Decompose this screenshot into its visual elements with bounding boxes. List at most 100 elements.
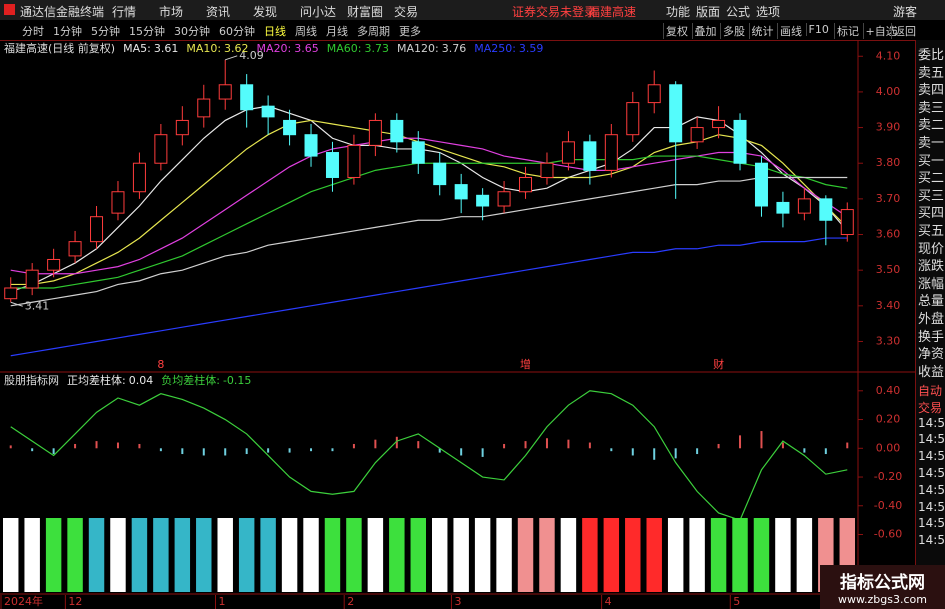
candle-body [218, 84, 232, 100]
x-tick-label: 5 [733, 595, 740, 608]
signal-bar [710, 518, 727, 592]
signal-bar [775, 518, 791, 592]
period-button[interactable]: 分时 [22, 25, 44, 38]
quote-label: 现价 [918, 241, 945, 257]
tool-button[interactable]: 统计 [748, 23, 774, 39]
signal-bar [24, 518, 40, 592]
legend-value: 3.61 [154, 42, 179, 55]
y-tick-label: 3.80 [876, 156, 901, 169]
period-button[interactable]: 更多 [399, 25, 421, 38]
y-tick-label: -0.20 [874, 470, 902, 483]
menu-item[interactable]: 交易 [394, 5, 419, 19]
tool-button[interactable]: 画线 [777, 23, 802, 39]
menu-item[interactable]: 版面 [696, 5, 721, 19]
candle-body [433, 162, 447, 186]
menu-item[interactable]: 行情 [112, 5, 137, 19]
tool-button[interactable]: +自选 [862, 23, 897, 39]
legend-name: 负均差柱体: [161, 373, 220, 387]
tool-button[interactable]: 返回 [891, 23, 916, 39]
legend-name: 正均差柱体: [67, 373, 126, 387]
legend: 福建高速(日线 前复权) MA5: 3.61 MA10: 3.62 MA20: 3.65 MA… [4, 41, 543, 55]
signal-bar [667, 518, 684, 592]
menu-item[interactable]: 公式 [726, 5, 751, 19]
candle-body [261, 105, 275, 118]
signal-bar [517, 518, 534, 592]
period-button[interactable]: 周线 [295, 25, 317, 38]
tool-button[interactable]: 多股 [720, 23, 745, 39]
candle-body [647, 84, 661, 104]
quote-label: 涨跌 [918, 259, 945, 275]
y-tick-label: -0.60 [874, 528, 902, 541]
menu-item[interactable]: 选项 [756, 5, 781, 19]
candle-body [690, 127, 704, 143]
menu-item[interactable]: 功能 [666, 5, 691, 19]
tool-button[interactable]: 标记 [834, 23, 859, 39]
app-title: 通达信金融终端 [20, 5, 105, 19]
quote-label: 买一 [918, 153, 945, 169]
quote-label: 卖三 [918, 100, 945, 116]
event-marker: 8 [157, 358, 164, 371]
quote-label: 买四 [918, 206, 945, 222]
candle-body [368, 119, 382, 146]
period-button[interactable]: 日线 [264, 25, 286, 38]
legend-name: MA20: [257, 42, 292, 55]
period-button[interactable]: 60分钟 [219, 25, 255, 38]
candle-body [583, 141, 597, 171]
legend-name: MA60: [327, 42, 362, 55]
period-button[interactable]: 30分钟 [174, 25, 210, 38]
quote-label: 总量 [918, 294, 945, 310]
quote-label: 买五 [918, 224, 945, 239]
period-button[interactable]: 15分钟 [129, 25, 165, 38]
candle-body [111, 191, 125, 214]
watermark-title: 指标公式网 [840, 573, 925, 593]
chart-title: 股朋指标网 [4, 373, 59, 387]
candle-body [454, 184, 468, 200]
y-tick-label: 3.50 [876, 263, 901, 276]
candle-body [68, 241, 82, 257]
menu-item[interactable]: 发现 [253, 5, 278, 19]
tool-button[interactable]: 叠加 [691, 23, 717, 39]
status-label: 14:56 [918, 449, 945, 464]
period-button[interactable]: 月线 [326, 25, 348, 38]
menu-item[interactable]: 市场 [159, 5, 184, 19]
candle-body [90, 216, 104, 243]
x-tick-label: 12 [68, 595, 82, 608]
candle-body [497, 191, 511, 207]
period-button[interactable]: 5分钟 [91, 25, 120, 38]
signal-bar [196, 518, 212, 592]
legend-value: 3.76 [442, 42, 467, 55]
candle-body [840, 209, 854, 236]
x-tick-label: 4 [605, 595, 612, 608]
tool-button[interactable]: F10 [805, 23, 829, 36]
high-label: 4.09 [239, 49, 264, 62]
event-marker: 增 [520, 357, 531, 371]
status-label: 14:56 [918, 516, 945, 531]
signal-bar [110, 518, 126, 592]
y-tick-label: 4.10 [876, 49, 901, 62]
x-tick-label: 2 [347, 595, 354, 608]
candle-body [411, 141, 425, 164]
tool-button[interactable]: 复权 [663, 23, 688, 39]
indicator-line [10, 390, 848, 521]
period-button[interactable]: 多周期 [357, 25, 390, 38]
candle-body [47, 258, 61, 271]
status-label: 交易 [918, 400, 943, 415]
menu-item[interactable]: 资讯 [206, 5, 231, 19]
menu-item[interactable]: 财富圈 [347, 5, 384, 19]
signal-bar [496, 518, 512, 592]
candle-body [519, 176, 533, 193]
quote-label: 卖四 [918, 83, 945, 99]
signal-bar [260, 518, 276, 592]
candle-body [347, 144, 361, 178]
status-label: 14:56 [918, 533, 945, 548]
quote-label: 买二 [918, 171, 945, 187]
period-button[interactable]: 1分钟 [53, 25, 82, 38]
user: 游客 [893, 5, 918, 19]
signal-bar [560, 518, 577, 592]
legend-value: 3.73 [364, 42, 389, 55]
watermark-url: www.zbgs3.com [838, 593, 927, 606]
candle-body [604, 134, 618, 171]
signal-bar [582, 518, 598, 592]
chart: 3.30 3.40 3.50 3.60 3.70 3.80 3.90 4.00 4.10 8 增 财 4… [0, 40, 915, 609]
menu-item[interactable]: 问小达 [300, 5, 337, 19]
